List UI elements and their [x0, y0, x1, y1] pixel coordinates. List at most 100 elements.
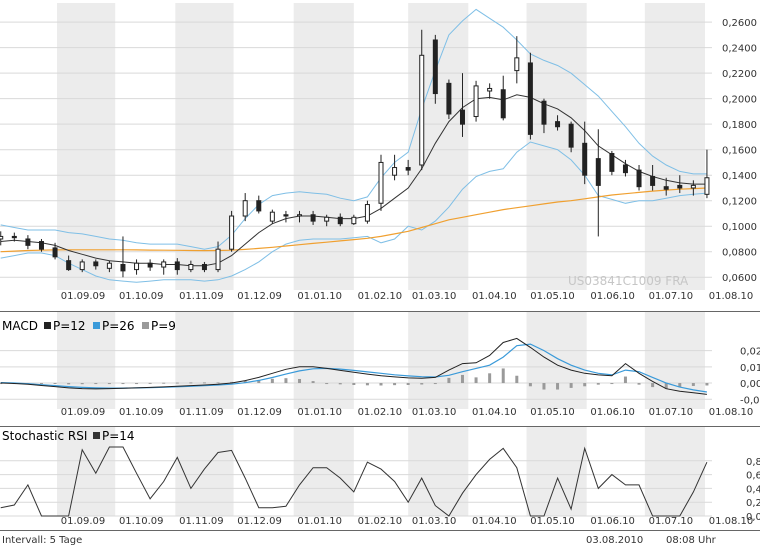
month-band	[526, 312, 587, 409]
macd-p12-line	[0, 337, 707, 395]
x-tick-label: 01.01.10	[297, 407, 342, 418]
x-tick-label: 01.02.10	[358, 407, 403, 418]
candle-body	[677, 184, 683, 189]
month-band	[57, 312, 116, 409]
x-tick-label: 01.08.10	[709, 291, 754, 302]
x-tick-label: 01.12.09	[237, 291, 282, 302]
macd-histogram-bar	[542, 383, 546, 390]
month-band	[175, 3, 234, 290]
footer-time: 08:08 Uhr	[666, 535, 717, 546]
candle-body	[256, 200, 262, 212]
macd-histogram-bar	[80, 383, 84, 385]
legend-swatch	[142, 322, 149, 329]
macd-histogram-bar	[501, 368, 505, 384]
x-tick-label: 01.10.09	[119, 407, 164, 418]
price-y-tick-label: 0,0800	[722, 248, 757, 259]
macd-y-tick-label: 0,01	[740, 363, 760, 374]
legend-swatch	[44, 322, 51, 329]
x-tick-label: 01.05.10	[530, 407, 575, 418]
stochastic-rsi-title: Stochastic RSI	[2, 429, 87, 443]
candle-body	[622, 164, 628, 174]
month-band	[526, 427, 587, 516]
macd-histogram-bar	[379, 383, 383, 386]
rsi-y-tick-label: 0,4	[746, 484, 760, 495]
macd-histogram-bar	[121, 383, 125, 385]
candle-body	[0, 235, 4, 240]
x-tick-label: 01.11.09	[179, 516, 224, 527]
x-tick-label: 01.06.10	[590, 291, 635, 302]
macd-histogram-bar	[352, 383, 356, 385]
legend-label: P=9	[151, 319, 176, 333]
macd-histogram-bar	[515, 375, 519, 384]
macd-histogram-bar	[365, 383, 369, 386]
candle-body	[269, 211, 275, 222]
macd-y-tick-label: 0,02	[740, 347, 760, 358]
x-tick-label: 01.09.09	[61, 291, 106, 302]
macd-histogram-bar	[705, 383, 709, 386]
candle-body	[446, 82, 452, 115]
macd-histogram-bar	[298, 378, 302, 384]
macd-histogram-bar	[664, 383, 668, 389]
candle-body	[378, 161, 384, 204]
candle-body	[283, 214, 289, 217]
candle-body	[120, 263, 126, 272]
x-tick-label: 01.04.10	[472, 407, 517, 418]
macd-panel	[0, 337, 709, 395]
candle-body	[514, 57, 520, 72]
bollinger-upper-line	[0, 8, 707, 250]
macd-histogram-bar	[393, 383, 397, 386]
month-band	[408, 312, 469, 409]
macd-histogram-bar	[420, 383, 424, 385]
candle-body	[473, 85, 479, 118]
macd-histogram-bar	[135, 383, 139, 385]
bollinger-lower-line	[0, 141, 707, 283]
price-y-tick-label: 0,1800	[722, 120, 757, 131]
x-tick-label: 01.08.10	[709, 407, 754, 418]
month-band	[526, 3, 587, 290]
legend-swatch	[93, 322, 100, 329]
price-y-tick-label: 0,2600	[722, 18, 757, 29]
x-tick-label: 01.06.10	[590, 516, 635, 527]
macd-histogram-bar	[325, 383, 329, 385]
macd-y-tick-label: 0,00	[740, 379, 760, 390]
candle-body	[215, 248, 221, 271]
macd-histogram-bar	[67, 383, 71, 385]
x-tick-label: 01.09.09	[61, 516, 106, 527]
macd-histogram-bar	[637, 383, 641, 385]
macd-histogram-bar	[406, 383, 410, 385]
month-band	[175, 427, 234, 516]
macd-histogram-bar	[53, 383, 57, 385]
macd-histogram-bar	[678, 383, 682, 388]
candle-body	[324, 216, 330, 222]
x-tick-label: 01.03.10	[412, 407, 457, 418]
candle-body	[147, 262, 153, 268]
price-y-tick-label: 0,1200	[722, 197, 757, 208]
macd-histogram-bar	[583, 383, 587, 387]
candle-body	[106, 262, 112, 269]
macd-histogram-bar	[488, 373, 492, 384]
x-tick-label: 01.01.10	[297, 516, 342, 527]
candle-body	[38, 241, 44, 250]
price-y-tick-label: 0,2200	[722, 69, 757, 80]
x-tick-label: 01.05.10	[530, 516, 575, 527]
x-tick-label: 01.10.09	[119, 516, 164, 527]
price-y-tick-label: 0,2400	[722, 44, 757, 55]
macd-histogram-bar	[0, 383, 3, 385]
price-panel	[0, 8, 710, 283]
macd-histogram-bar	[230, 381, 234, 384]
price-y-tick-label: 0,1400	[722, 171, 757, 182]
watermark-isin: US03841C1009 FRA	[568, 274, 689, 288]
candle-body	[392, 167, 398, 176]
candle-body	[134, 262, 140, 271]
macd-y-tick-label: -0,01	[740, 395, 760, 406]
month-band	[293, 427, 354, 516]
candle-body	[79, 261, 85, 271]
candle-body	[11, 235, 17, 239]
month-band	[175, 312, 234, 409]
macd-histogram-bar	[623, 376, 627, 384]
macd-histogram-bar	[162, 382, 166, 384]
x-tick-label: 01.12.09	[237, 516, 282, 527]
panel-headers: MACD P=12 P=26 P=9 Stochastic RSI P=14	[2, 319, 176, 443]
candle-body	[609, 153, 615, 172]
interval-label: Intervall: 5 Tage	[2, 535, 82, 546]
